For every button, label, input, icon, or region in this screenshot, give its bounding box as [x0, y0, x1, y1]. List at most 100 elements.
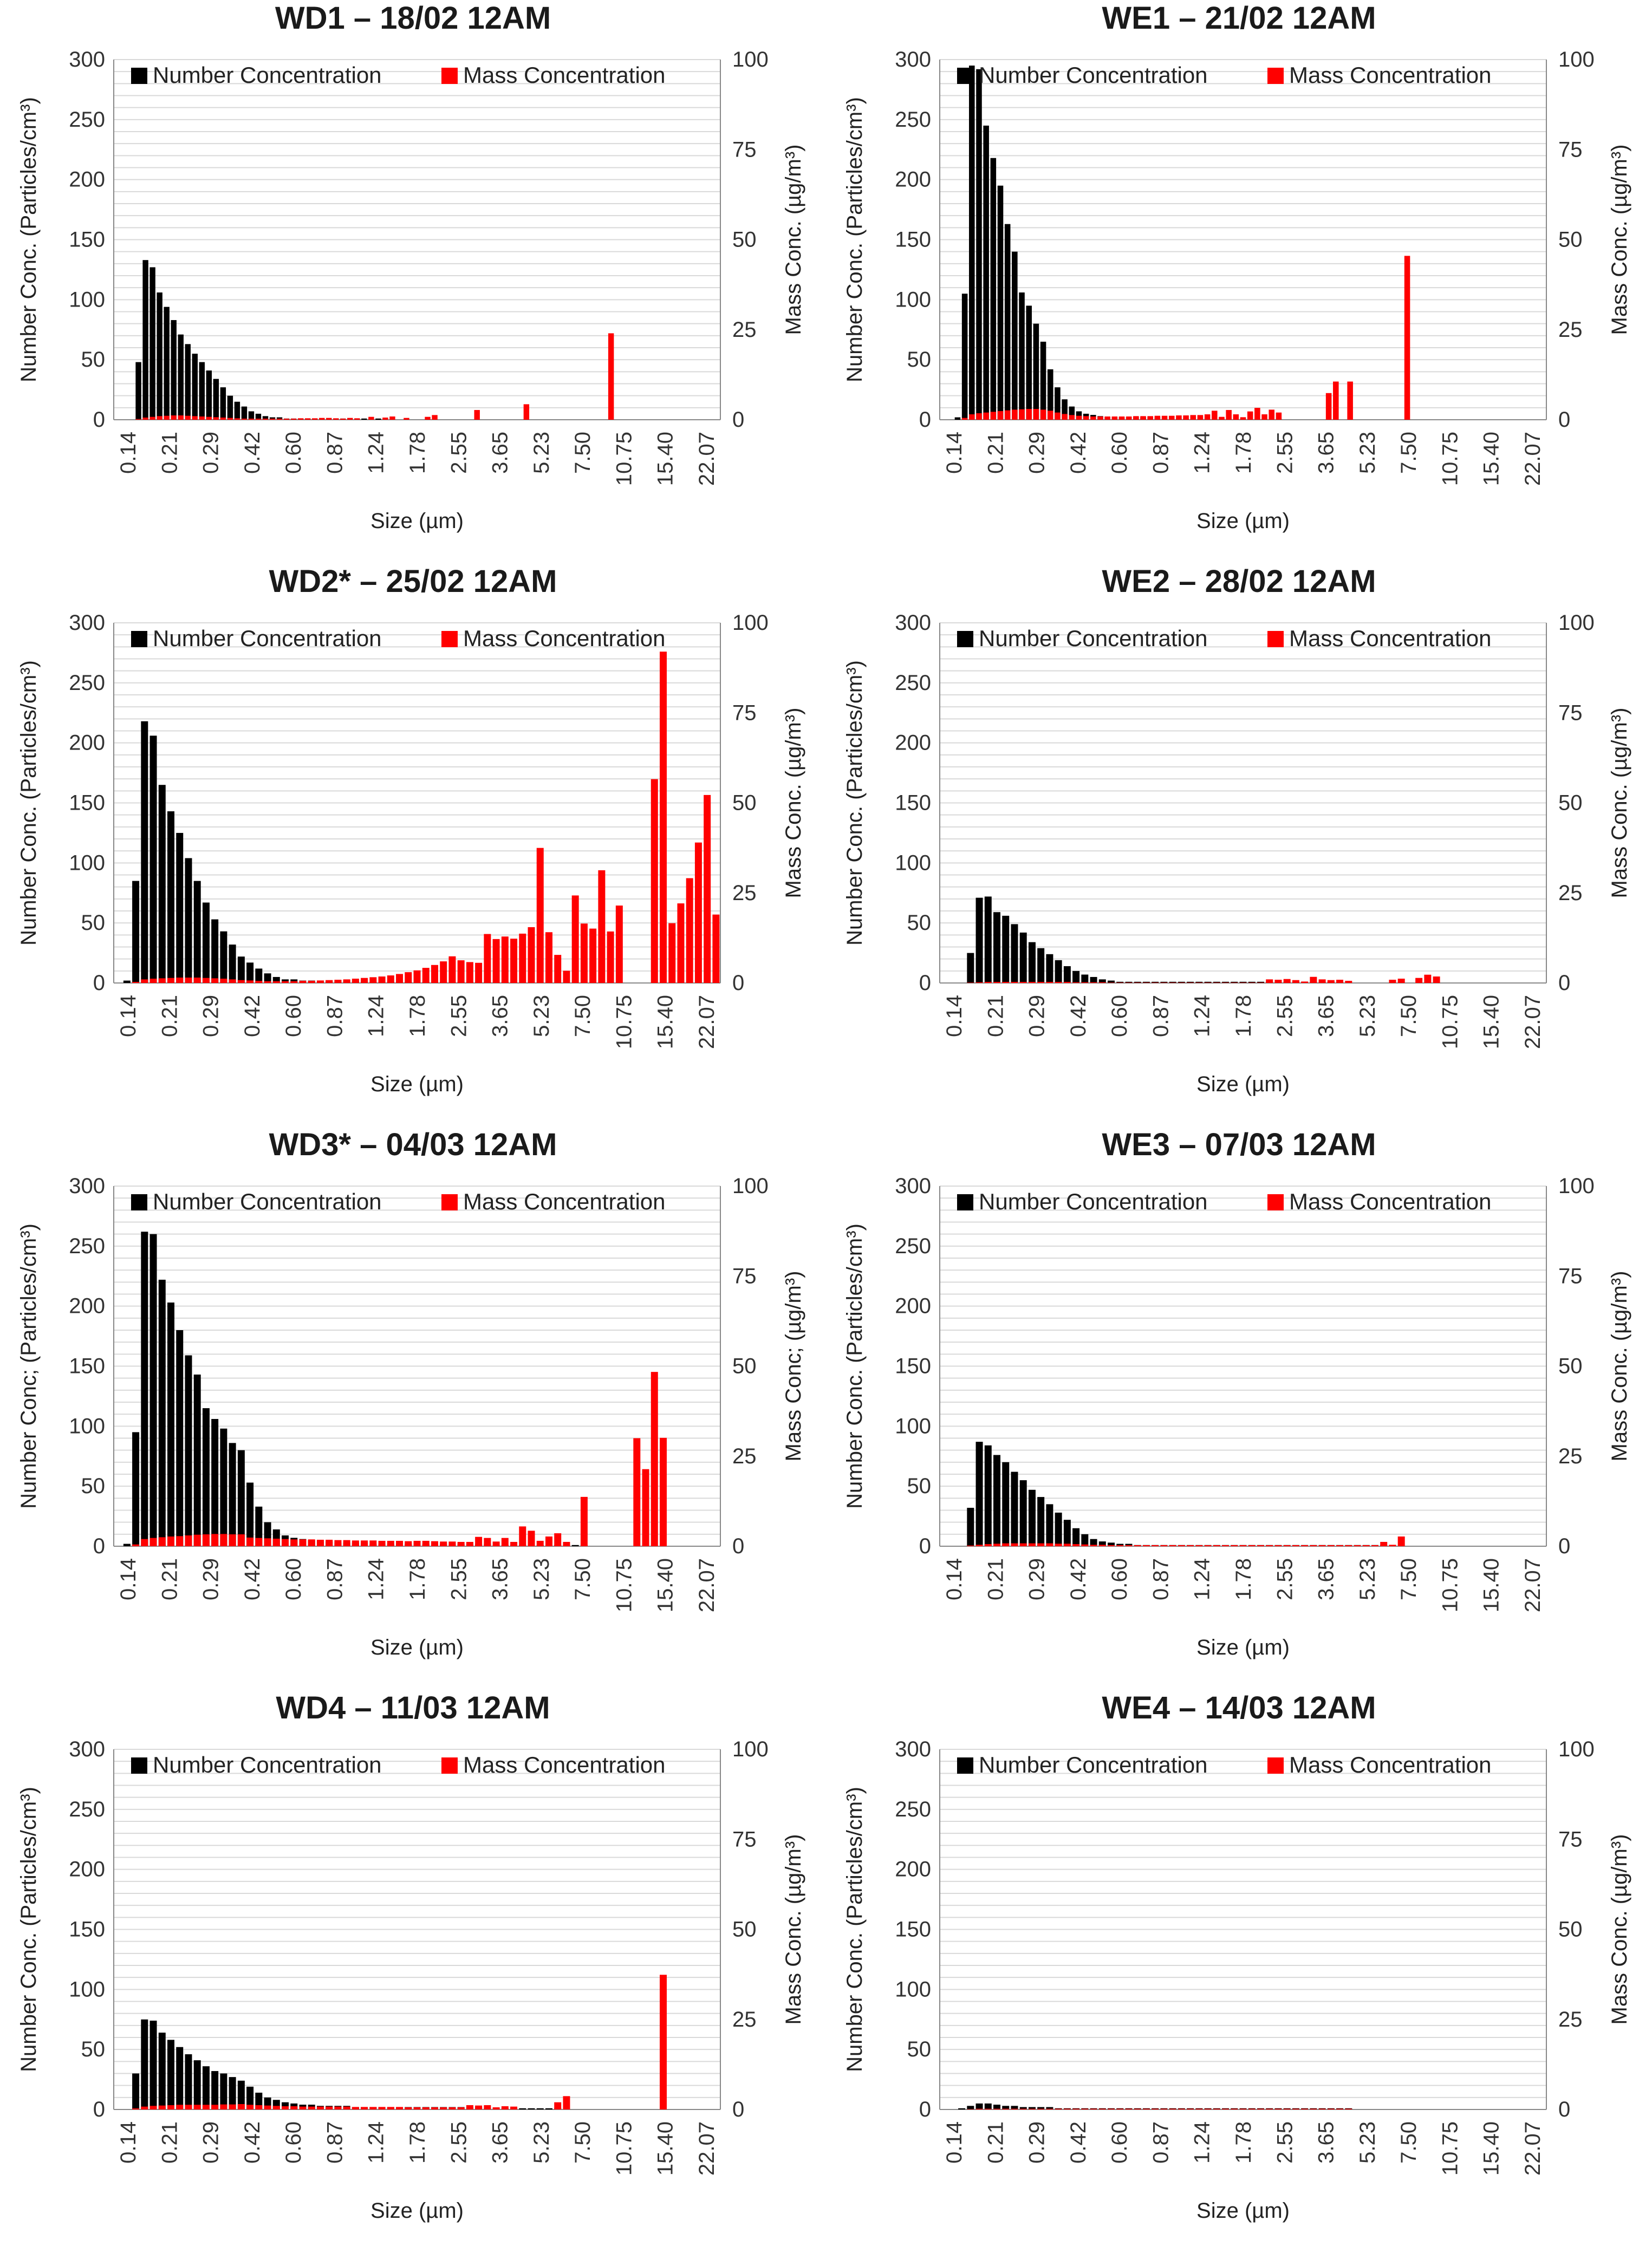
x-tick-label: 0.87	[1149, 995, 1173, 1037]
x-axis-label: Size (µm)	[1196, 2199, 1290, 2223]
bar-number	[1063, 1520, 1071, 1546]
y-tick-label: 50	[81, 911, 106, 935]
y2-tick-label: 75	[732, 1827, 757, 1851]
bar-mass	[404, 418, 409, 420]
x-tick-label: 0.87	[1149, 432, 1173, 474]
bar-mass	[343, 979, 350, 983]
bar-mass	[1433, 976, 1440, 983]
bar-mass	[361, 978, 368, 983]
bar-mass	[1098, 1545, 1106, 1546]
bar-mass	[141, 979, 148, 983]
y2-tick-label: 0	[732, 971, 744, 995]
bar-mass	[1063, 982, 1071, 983]
x-tick-label: 0.14	[942, 995, 966, 1037]
y2-axis-title: Mass Conc. (µg/m³)	[1608, 708, 1631, 898]
bar-number	[220, 387, 226, 420]
x-tick-label: 15.40	[1480, 2121, 1504, 2176]
y2-axis-title: Mass Conc. (µg/m³)	[782, 708, 805, 898]
chart-svg: 0 50 100 150 200 250 300 0 25 50 75 100 Number Conc.…	[17, 611, 805, 1049]
bar-mass	[246, 2105, 254, 2109]
x-tick-label: 0.60	[282, 1558, 305, 1600]
bar-mass	[326, 2106, 333, 2109]
x-tick-label: 3.65	[489, 2121, 512, 2164]
bar-mass	[519, 1526, 526, 1546]
x-tick-label: 0.21	[984, 432, 1007, 474]
bar-mass	[440, 1541, 447, 1546]
bar-mass	[1195, 1545, 1203, 1546]
bar-mass	[299, 981, 307, 983]
bar-number	[993, 1455, 1000, 1546]
x-tick-label: 0.29	[1025, 2121, 1049, 2164]
y2-tick-label: 0	[1558, 971, 1570, 995]
bar-mass	[1248, 1545, 1256, 1546]
bar-mass	[598, 870, 606, 983]
bar-mass	[474, 410, 480, 420]
x-tick-label: 3.65	[1315, 1558, 1338, 1600]
bar-mass	[969, 414, 975, 420]
bar-number	[1090, 976, 1097, 983]
bar-number	[1098, 1541, 1106, 1546]
legend-number-label: Number Concentration	[153, 626, 382, 651]
x-axis-label: Size (µm)	[370, 2199, 464, 2223]
x-axis-label: Size (µm)	[370, 1636, 464, 1659]
y-tick-label: 0	[93, 1534, 105, 1558]
bar-mass	[545, 1536, 552, 1546]
bar-mass	[135, 419, 141, 420]
bar-number	[237, 1450, 245, 1546]
bar-mass	[660, 652, 667, 983]
bar-number	[1002, 915, 1010, 983]
y-axis-title: Number Conc. (Particles/cm³)	[17, 1787, 41, 2072]
bar-mass	[1047, 411, 1053, 420]
bar-mass	[157, 416, 162, 420]
bar-mass	[519, 933, 526, 983]
bar-mass	[668, 923, 676, 983]
bar-number	[1231, 981, 1238, 983]
bar-mass	[1325, 393, 1332, 420]
x-axis-label: Size (µm)	[1196, 509, 1290, 533]
x-tick-label: 2.55	[1273, 2121, 1297, 2164]
y-tick-label: 50	[907, 911, 932, 935]
bar-mass	[326, 980, 333, 983]
bar-mass	[510, 2106, 518, 2109]
bar-mass	[1118, 416, 1125, 420]
bar-mass	[141, 2106, 148, 2109]
bar-number	[961, 294, 968, 420]
x-tick-label: 0.60	[1108, 2121, 1131, 2164]
bar-number	[1134, 981, 1141, 983]
bar-mass	[1160, 982, 1168, 983]
bar-mass	[368, 416, 374, 420]
legend-mass-label: Mass Concentration	[463, 1189, 666, 1214]
bar-mass	[142, 418, 148, 420]
x-tick-label: 0.60	[282, 995, 305, 1037]
bar-mass	[262, 419, 269, 420]
bar-mass	[299, 2106, 307, 2109]
x-tick-label: 1.24	[365, 2121, 388, 2164]
bar-mass	[1233, 414, 1239, 420]
bar-number	[1116, 981, 1124, 983]
legend-number-label: Number Concentration	[979, 626, 1208, 651]
bar-mass	[975, 982, 983, 983]
x-tick-label: 10.75	[612, 1558, 636, 1612]
x-tick-label: 1.78	[406, 432, 430, 474]
bar-mass	[255, 419, 262, 420]
bar-mass	[213, 417, 219, 420]
bar-number	[1055, 1512, 1062, 1546]
bar-mass	[1026, 409, 1032, 420]
x-tick-label: 0.29	[199, 1558, 223, 1600]
bar-mass	[976, 413, 982, 420]
legend-number-swatch	[957, 1194, 973, 1210]
x-tick-label: 1.78	[1232, 432, 1256, 474]
legend-number-swatch	[131, 631, 147, 647]
y2-tick-label: 100	[1558, 48, 1595, 71]
legend-mass-label: Mass Concentration	[1289, 1752, 1492, 1777]
bar-number	[1040, 341, 1046, 420]
legend-mass-label: Mass Concentration	[463, 62, 666, 88]
bar-mass	[466, 1542, 473, 1546]
bar-number	[141, 2019, 148, 2109]
y2-axis-title: Mass Conc. (µg/m³)	[1608, 1271, 1631, 1462]
bar-mass	[132, 1544, 140, 1546]
bar-mass	[220, 1534, 227, 1546]
x-tick-label: 7.50	[1397, 1558, 1421, 1600]
chart-svg: 0 50 100 150 200 250 300 0 25 50 75 100 Number Conc.…	[843, 1737, 1631, 2176]
bar-number	[1195, 981, 1203, 983]
